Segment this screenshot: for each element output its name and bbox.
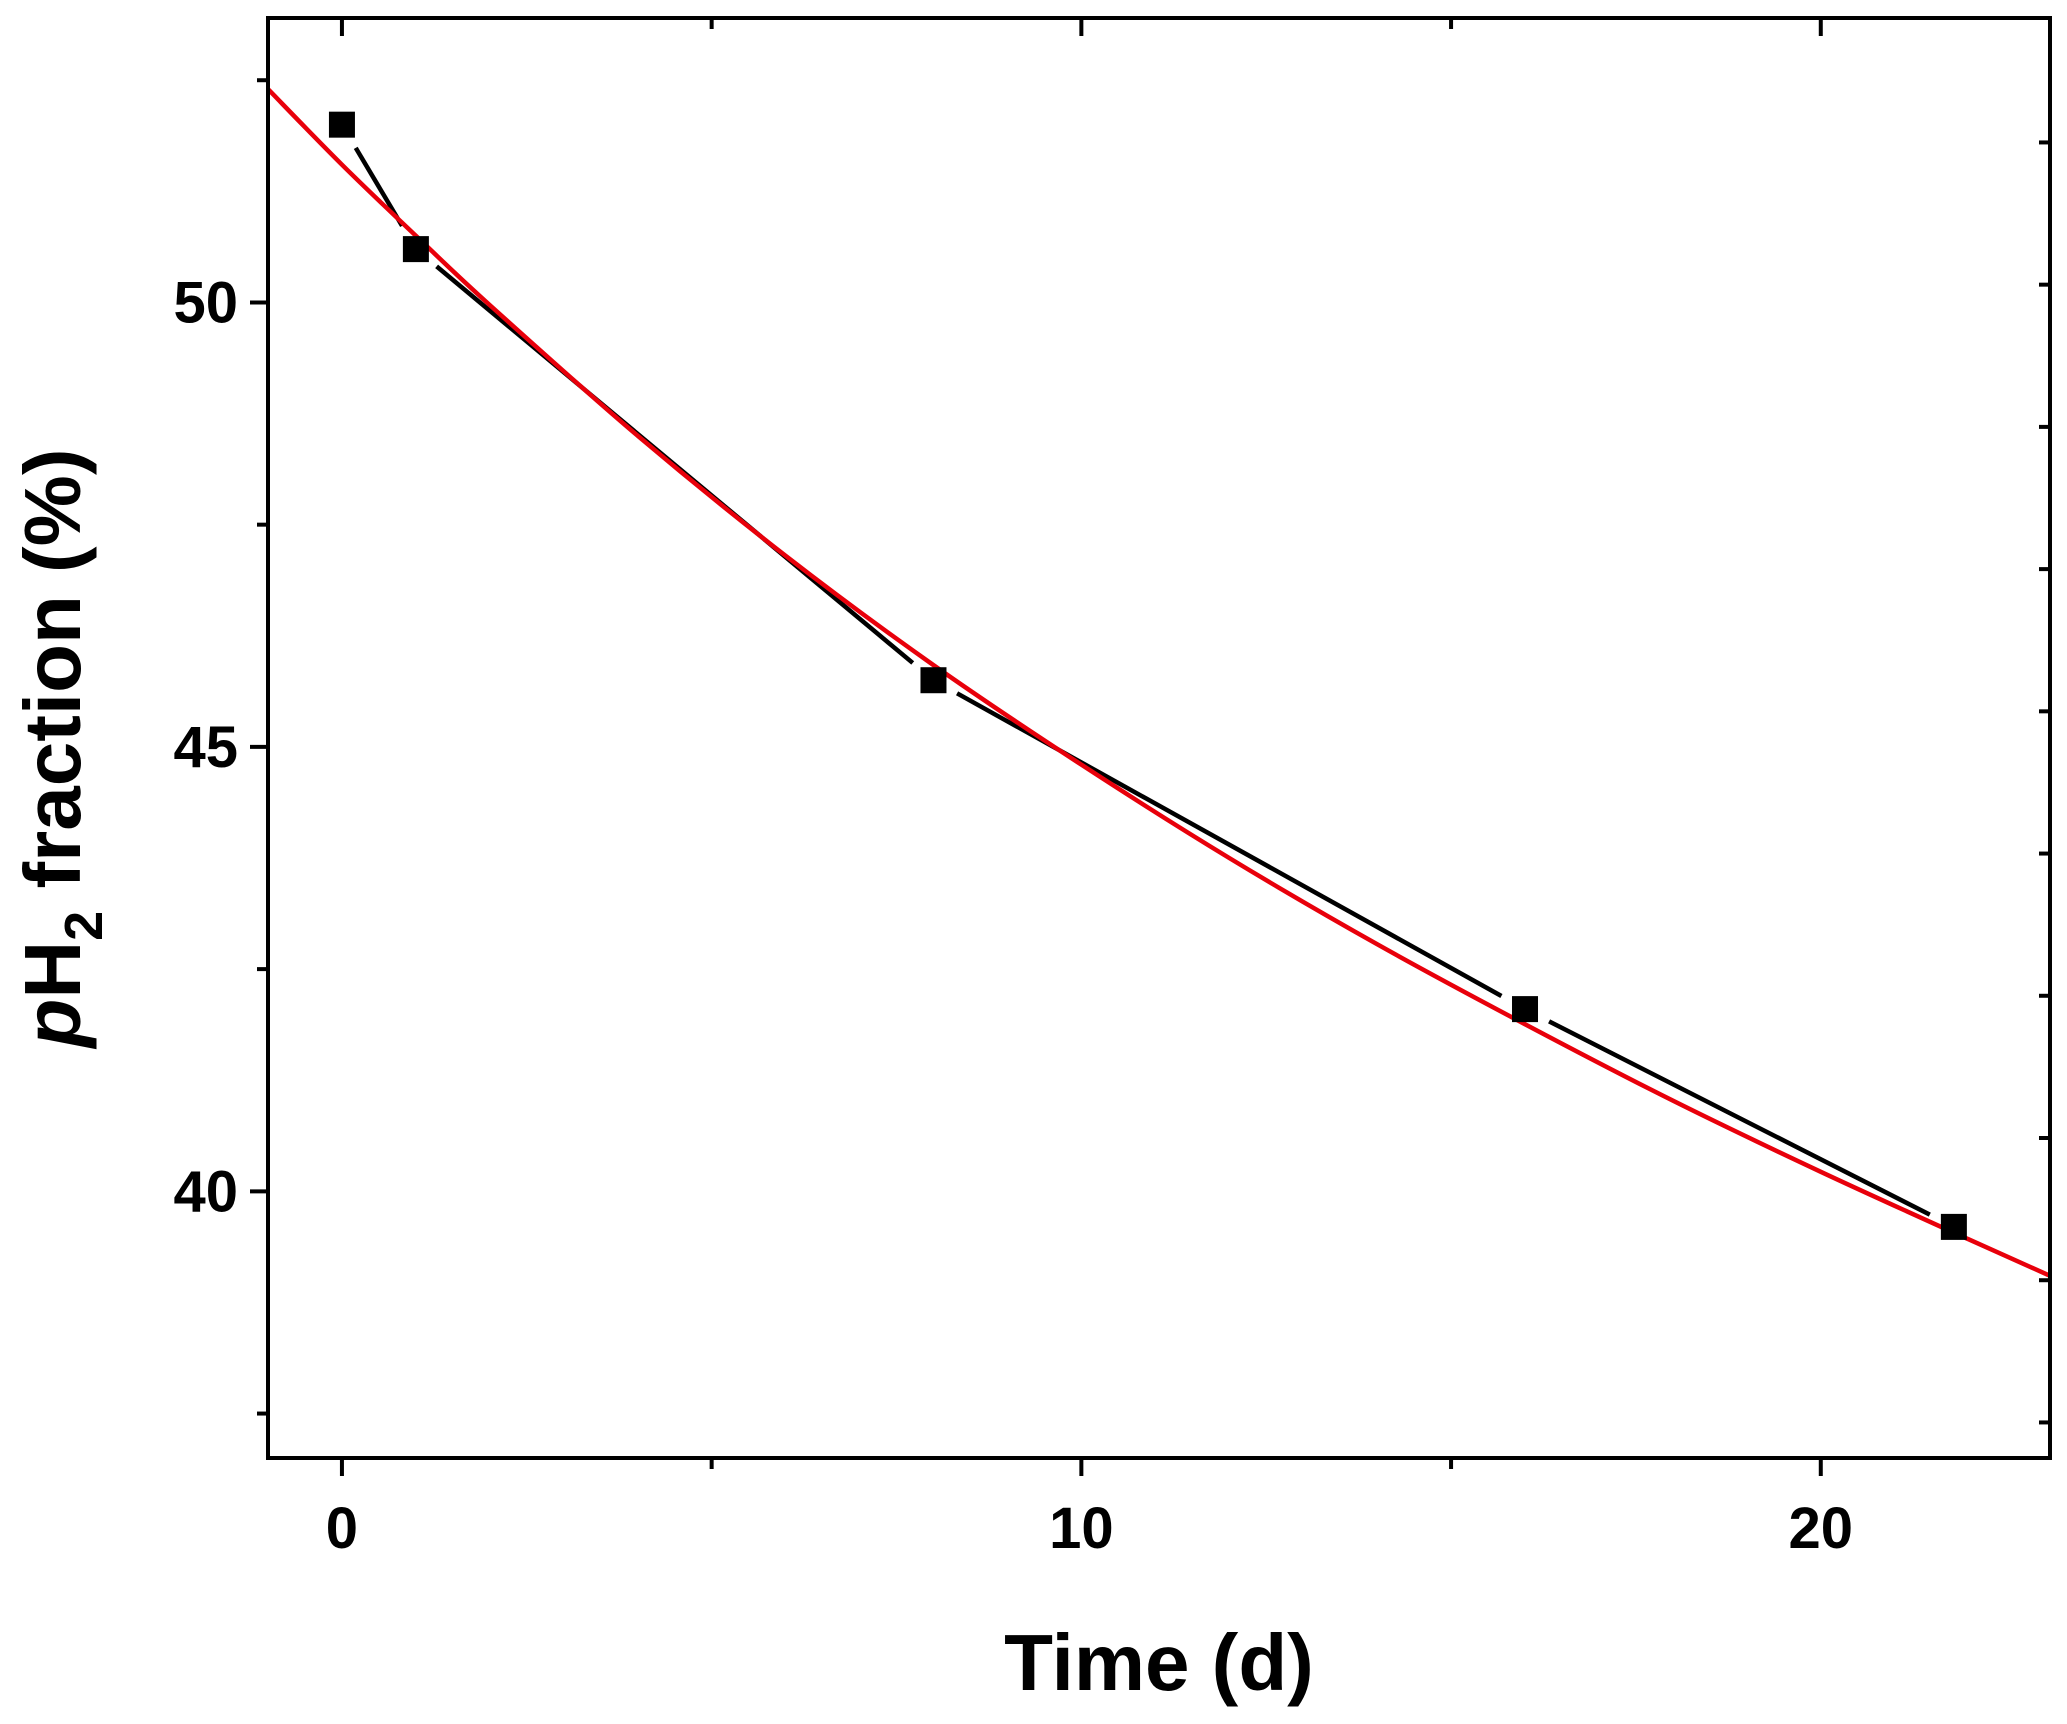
- y-axis-title-main: H: [8, 941, 97, 999]
- y-axis-title: pH2 fraction (%): [8, 449, 114, 1050]
- x-axis-title: Time (d): [1004, 1618, 1314, 1707]
- data-point: [402, 236, 429, 263]
- x-tick-label: 0: [326, 1496, 358, 1561]
- plot-frame: [266, 16, 2052, 1460]
- y-axis-title-prefix: p: [8, 999, 97, 1050]
- y-axis-title-suffix: fraction (%): [8, 449, 97, 911]
- x-tick-label: 20: [1789, 1496, 1854, 1561]
- data-point: [1940, 1213, 1967, 1240]
- measured-line-segment: [1548, 1019, 1931, 1217]
- y-tick-label: 50: [173, 270, 238, 335]
- y-tick-label: 40: [173, 1159, 238, 1224]
- data-point: [1512, 996, 1539, 1023]
- tick-labels: 0 10 20 40 45 50: [173, 270, 1853, 1561]
- x-tick-label: 10: [1049, 1496, 1114, 1561]
- fit-curve: [266, 87, 2051, 1278]
- data-point: [920, 667, 947, 694]
- series-layer: [266, 87, 2051, 1278]
- y-tick-label: 45: [173, 715, 238, 780]
- ticks-layer: [250, 18, 2050, 1476]
- y-axis-title-subscript: 2: [54, 911, 114, 941]
- data-point: [328, 111, 355, 138]
